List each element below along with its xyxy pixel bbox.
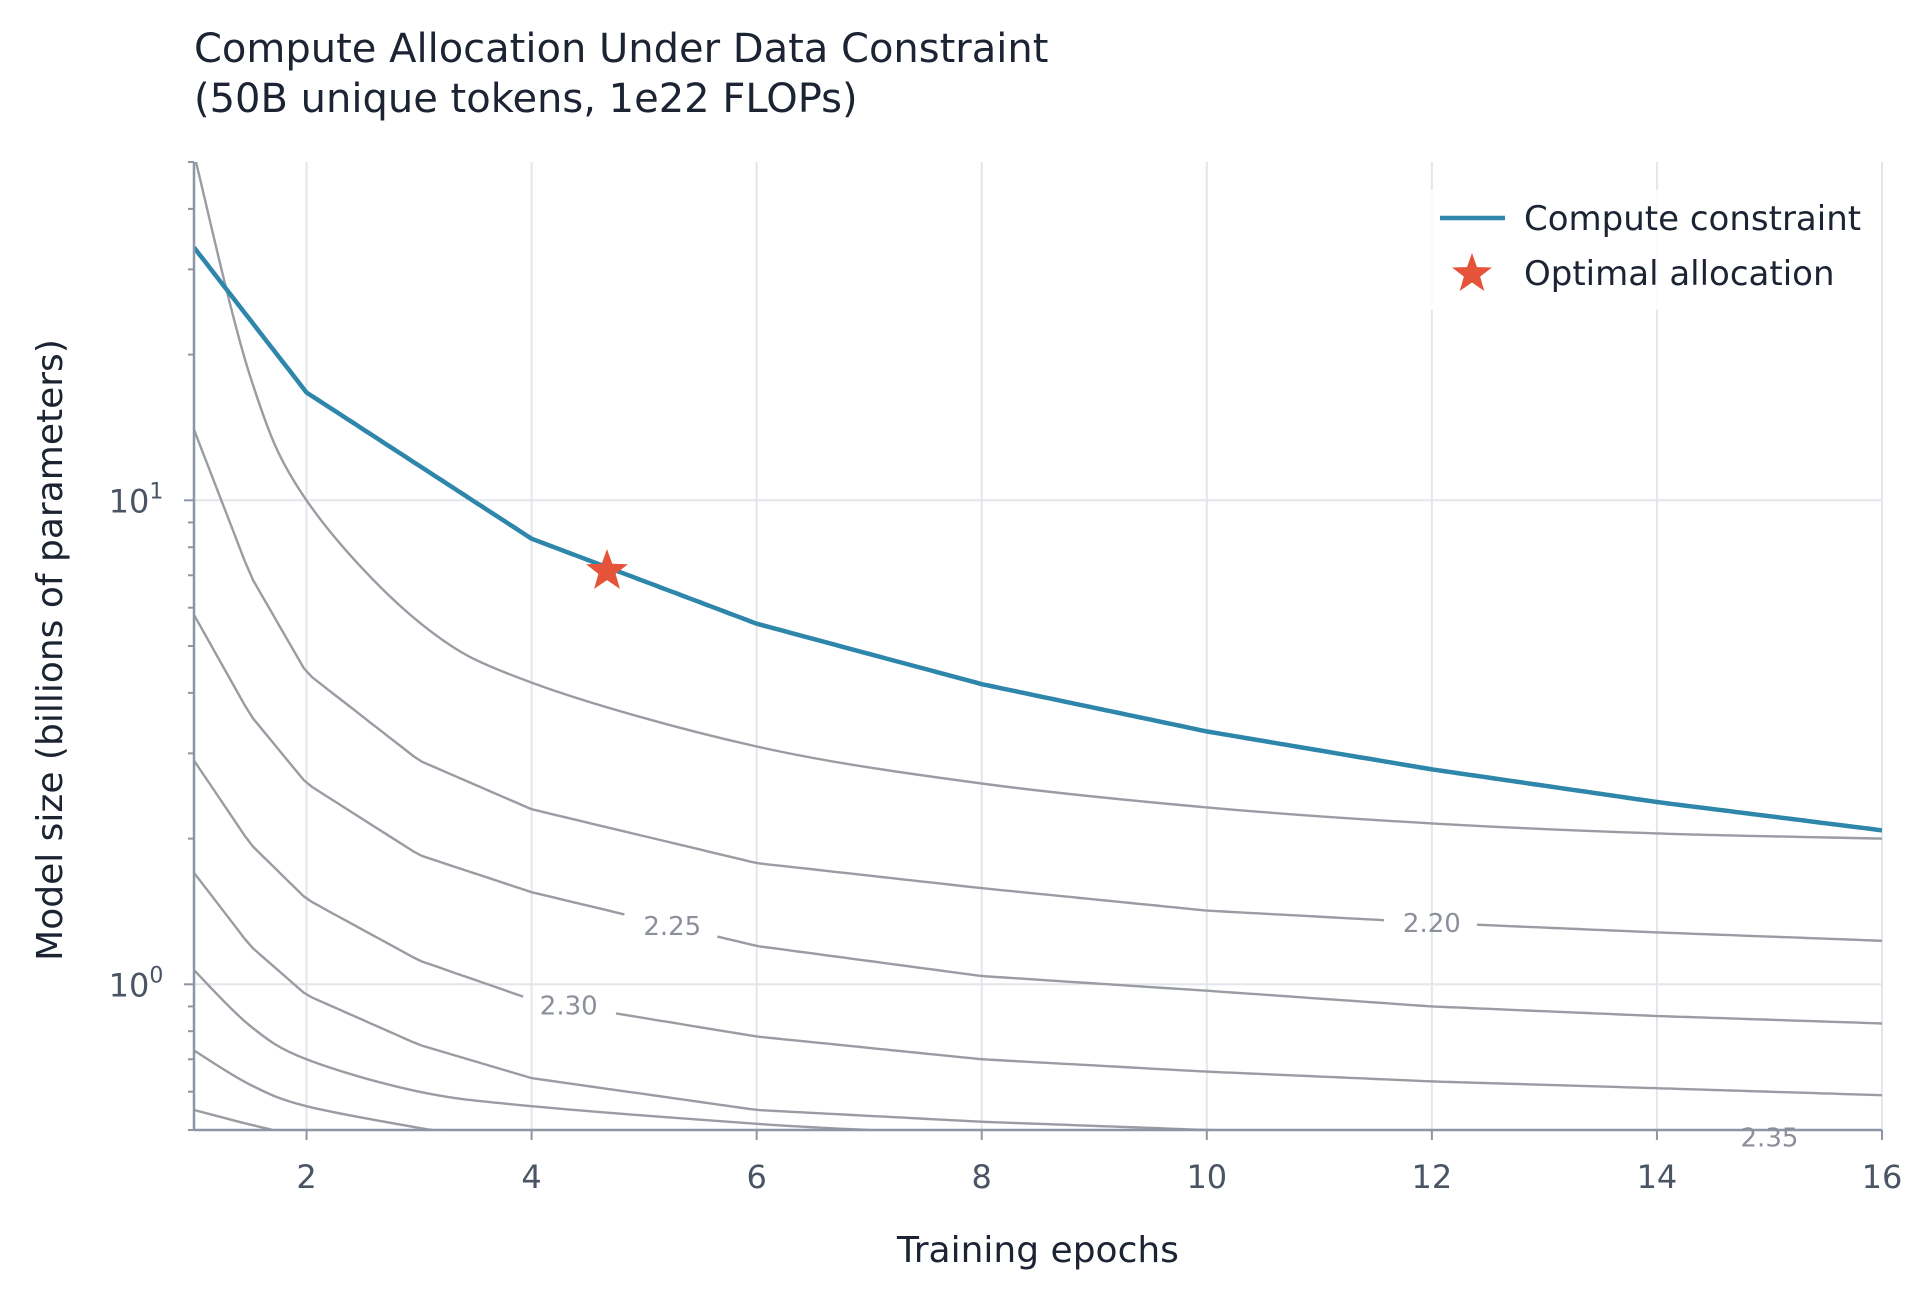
contour-line xyxy=(194,162,1882,840)
chart-title: Compute Allocation Under Data Constraint xyxy=(194,26,1049,72)
x-tick-label: 14 xyxy=(1637,1158,1678,1196)
legend-label: Compute constraint xyxy=(1524,199,1861,239)
y-tick-label: 101 xyxy=(109,479,164,520)
y-axis-label: Model size (billions of parameters) xyxy=(30,339,71,961)
x-tick-label: 2 xyxy=(296,1158,316,1196)
y-tick-exponent: 0 xyxy=(149,963,163,988)
legend-label: Optimal allocation xyxy=(1524,254,1835,294)
contour-label: 2.20 xyxy=(1403,909,1461,939)
optimal-allocation-marker xyxy=(586,549,628,589)
contour-line xyxy=(194,429,1385,922)
legend: Compute constraint Optimal allocation xyxy=(1410,190,1870,310)
legend-background xyxy=(1410,190,1870,310)
contour-label: 2.35 xyxy=(1741,1123,1799,1153)
x-tick-label: 6 xyxy=(746,1158,766,1196)
contour-line xyxy=(615,1012,1882,1097)
contour-line xyxy=(1476,923,1882,942)
y-tick-label: 100 xyxy=(109,963,164,1004)
y-tick-base: 10 xyxy=(109,966,150,1004)
contour-line xyxy=(194,614,625,916)
contour-label: 2.25 xyxy=(643,912,701,942)
compute-constraint-line xyxy=(194,246,1882,833)
series-lines xyxy=(194,246,1882,833)
contour-line xyxy=(194,969,870,1130)
contour-line xyxy=(717,935,1882,1025)
chart-title-block: Compute Allocation Under Data Constraint… xyxy=(194,24,1048,124)
chart-subtitle: (50B unique tokens, 1e22 FLOPs) xyxy=(194,76,858,122)
grid-lines xyxy=(194,162,1883,1130)
x-tick-label: 8 xyxy=(972,1158,992,1196)
y-tick-exponent: 1 xyxy=(149,479,163,504)
contour-line xyxy=(1815,1138,1883,1139)
x-tick-label: 10 xyxy=(1186,1158,1227,1196)
x-tick-label: 12 xyxy=(1412,1158,1453,1196)
x-axis-label: Training epochs xyxy=(896,1230,1179,1271)
y-tick-base: 10 xyxy=(109,482,150,520)
x-tick-label: 4 xyxy=(521,1158,541,1196)
contour-lines xyxy=(194,162,1883,1139)
contour-label: 2.30 xyxy=(540,992,598,1022)
legend-star-swatch xyxy=(1452,253,1492,291)
contour-line xyxy=(194,1108,274,1130)
x-tick-label: 16 xyxy=(1862,1158,1903,1196)
contour-line xyxy=(194,759,524,998)
contour-line xyxy=(194,872,1271,1130)
